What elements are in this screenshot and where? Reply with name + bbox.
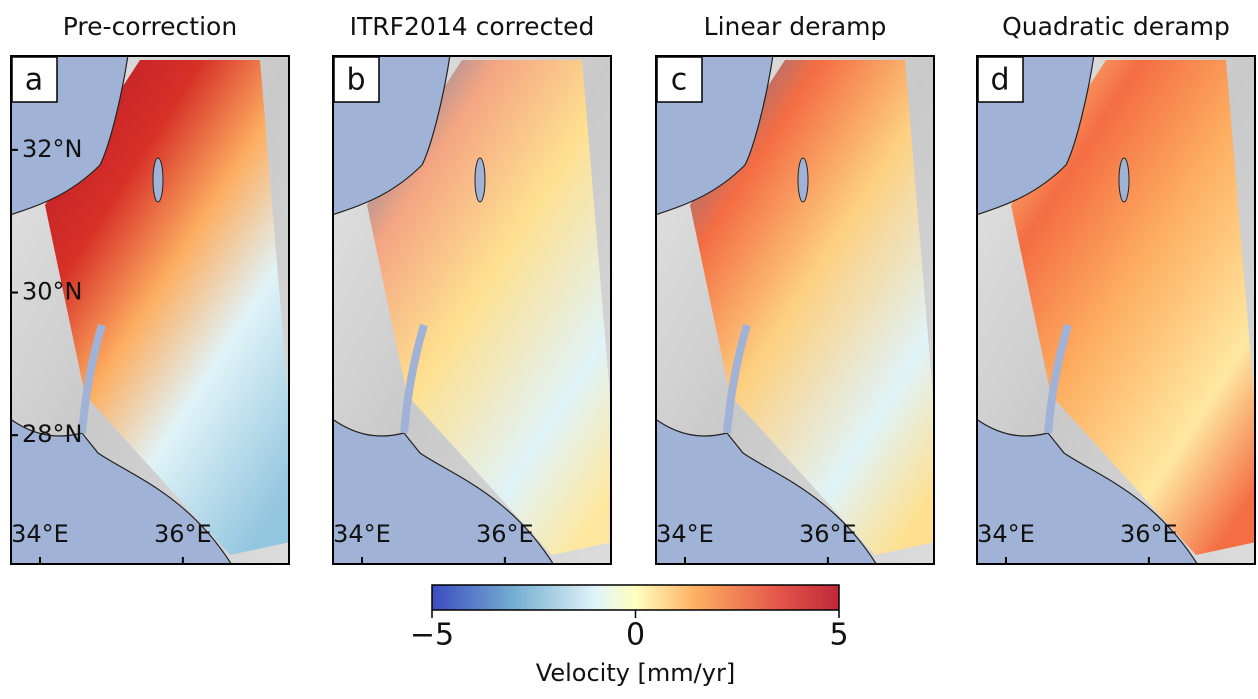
colorbar-label: Velocity [mm/yr] <box>536 659 735 687</box>
colorbar-tick-label: 5 <box>829 618 848 653</box>
velocity-swath <box>1011 60 1256 555</box>
panel-letter: b <box>346 63 365 98</box>
lon-label: 36°E <box>476 520 534 548</box>
panel-letter: a <box>25 63 43 98</box>
map-panel: c 34°E 36°E <box>655 55 935 565</box>
lon-label: 34°E <box>333 520 391 548</box>
letter-box <box>333 56 380 103</box>
frame <box>976 55 1256 565</box>
panel-title: Quadratic deramp <box>1002 12 1230 41</box>
lon-label: 36°E <box>1120 520 1178 548</box>
lat-label: 30°N <box>22 278 83 306</box>
frame <box>10 55 290 565</box>
sea <box>10 417 233 565</box>
sea <box>976 417 1199 565</box>
gulf <box>400 323 428 434</box>
velocity-swath <box>690 60 935 555</box>
lon-label: 36°E <box>799 520 857 548</box>
lon-label: 36°E <box>154 520 212 548</box>
sea <box>655 417 878 565</box>
lon-label: 34°E <box>656 520 714 548</box>
gulf <box>78 323 106 434</box>
lon-label: 34°E <box>977 520 1035 548</box>
frame <box>332 55 612 565</box>
dead-sea <box>152 157 164 203</box>
velocity-swath <box>45 60 290 555</box>
letter-box <box>11 56 58 103</box>
lat-label: 32°N <box>22 135 83 163</box>
velocity-swath <box>367 60 612 555</box>
frame <box>655 55 935 565</box>
dead-sea <box>474 157 486 203</box>
letter-box <box>977 56 1024 103</box>
letter-box <box>656 56 703 103</box>
gulf <box>1044 323 1072 434</box>
panel-letter: c <box>671 63 688 98</box>
colorbar-tick-label: −5 <box>410 618 454 653</box>
map-panel: d 34°E 36°E <box>976 55 1256 565</box>
colorbar <box>431 584 840 611</box>
gulf <box>723 323 751 434</box>
panel-letter: d <box>990 63 1009 98</box>
panel-title: Linear deramp <box>704 12 887 41</box>
panel-title: ITRF2014 corrected <box>350 12 595 41</box>
lat-label: 28°N <box>22 420 83 448</box>
dead-sea <box>797 157 809 203</box>
panel-title: Pre-correction <box>63 12 237 41</box>
colorbar-tick-label: 0 <box>626 618 645 653</box>
lon-label: 34°E <box>11 520 69 548</box>
sea <box>332 417 555 565</box>
dead-sea <box>1118 157 1130 203</box>
map-panel: a 34°E 36°E 32°N 30°N 28°N <box>10 55 290 565</box>
map-panel: b 34°E 36°E <box>332 55 612 565</box>
